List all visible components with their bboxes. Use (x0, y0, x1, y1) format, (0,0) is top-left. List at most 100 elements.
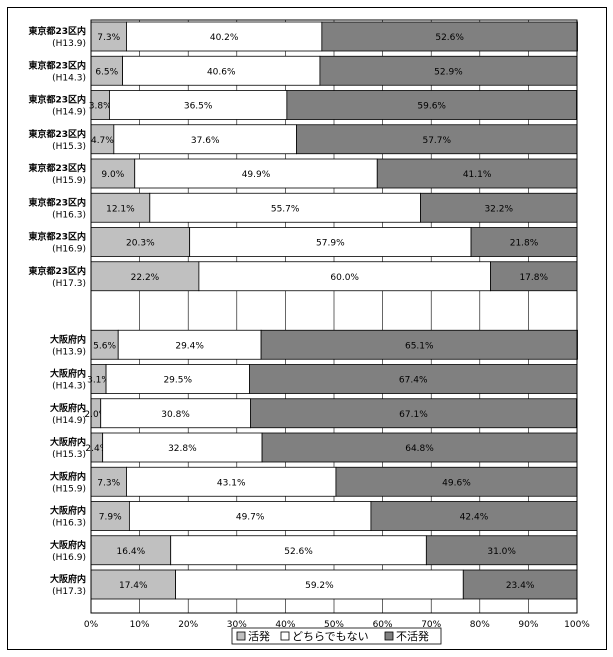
data-label: 22.2% (131, 273, 160, 283)
data-label: 52.6% (435, 33, 464, 43)
category-period-label: (H16.9) (52, 245, 86, 255)
data-label: 3.1% (87, 376, 110, 386)
data-label: 5.6% (93, 341, 116, 351)
data-label: 2.0% (84, 410, 107, 420)
data-label: 12.1% (106, 204, 135, 214)
data-label: 23.4% (506, 581, 535, 591)
bar-segment (425, 535, 578, 566)
bar-segment (170, 535, 427, 566)
legend-swatch (236, 631, 246, 641)
plot-border (90, 19, 578, 614)
data-label: 17.8% (519, 273, 548, 283)
x-tick-label: 60% (373, 620, 393, 630)
data-label: 49.9% (242, 170, 271, 180)
bar-segment (462, 569, 578, 600)
data-label: 7.3% (97, 478, 120, 488)
category-period-label: (H16.3) (52, 210, 86, 220)
x-tick-label: 80% (470, 620, 490, 630)
category-period-label: (H17.3) (52, 279, 86, 289)
legend-entry: 不活発 (396, 629, 429, 643)
bar-segment (90, 158, 136, 189)
category-period-label: (H15.3) (52, 450, 86, 460)
category-period-label: (H15.9) (52, 484, 86, 494)
data-label: 36.5% (184, 102, 213, 112)
bar-segment (490, 261, 578, 292)
bar-segment (90, 569, 176, 600)
data-label: 7.9% (99, 513, 122, 523)
data-label: 29.4% (175, 341, 204, 351)
data-label: 43.1% (217, 478, 246, 488)
bar-segment (250, 398, 577, 429)
legend-swatch (384, 631, 394, 641)
data-label: 6.5% (95, 67, 118, 77)
bar-segment (90, 261, 200, 292)
x-tick-label: 30% (227, 620, 247, 630)
category-label: 東京都23区内 (28, 25, 86, 37)
bar-segment (113, 124, 297, 155)
bar-segment (100, 398, 251, 429)
bar-segment (319, 55, 578, 86)
category-period-label: (H13.9) (52, 347, 86, 357)
data-label: 9.0% (101, 170, 124, 180)
category-label: 東京都23区内 (28, 128, 86, 140)
bar-segment (370, 501, 578, 531)
category-label: 東京都23区内 (28, 265, 86, 277)
category-label: 大阪府内 (50, 368, 86, 380)
x-tick-label: 0% (84, 620, 99, 630)
category-period-label: (H16.9) (52, 553, 86, 563)
category-period-label: (H14.3) (52, 382, 86, 392)
data-label: 65.1% (405, 341, 434, 351)
x-tick-label: 100% (564, 620, 590, 630)
data-label: 55.7% (271, 204, 300, 214)
data-label: 2.4% (85, 444, 108, 454)
data-label: 60.0% (330, 273, 359, 283)
category-period-label: (H13.9) (52, 39, 86, 49)
bar-segment (260, 329, 578, 360)
bar-segment (189, 227, 472, 257)
category-period-label: (H14.3) (52, 73, 86, 83)
data-label: 7.3% (97, 33, 120, 43)
data-label: 3.8% (89, 102, 112, 112)
x-tick-label: 50% (324, 620, 344, 630)
x-tick-label: 10% (130, 620, 150, 630)
legend-entry: どちらでもない (292, 630, 369, 643)
data-label: 31.0% (487, 547, 516, 557)
data-label: 30.8% (161, 410, 190, 420)
bar-segment (105, 364, 250, 394)
category-label: 東京都23区内 (28, 59, 86, 71)
data-label: 32.8% (168, 444, 197, 454)
bar-segment (249, 364, 578, 394)
category-label: 大阪府内 (50, 505, 86, 517)
data-label: 21.8% (510, 239, 539, 249)
data-label: 37.6% (191, 136, 220, 146)
data-label: 57.9% (316, 239, 345, 249)
data-label: 49.6% (442, 478, 471, 488)
bar-segment (134, 158, 378, 189)
bar-segment (128, 501, 372, 531)
bar-segment (198, 261, 491, 292)
category-period-label: (H17.3) (52, 587, 86, 597)
category-period-label: (H14.9) (52, 416, 86, 426)
data-label: 49.7% (236, 513, 265, 523)
category-period-label: (H16.3) (52, 519, 86, 529)
bar-segment (296, 124, 578, 155)
data-label: 52.6% (284, 547, 313, 557)
bar-segment (470, 227, 578, 257)
data-label: 42.4% (460, 513, 489, 523)
category-label: 大阪府内 (50, 470, 86, 482)
data-label: 59.2% (305, 581, 334, 591)
bar-segment (109, 90, 288, 120)
category-period-label: (H15.3) (52, 142, 86, 152)
bar-segment (175, 569, 464, 600)
data-label: 17.4% (119, 581, 148, 591)
category-label: 東京都23区内 (28, 94, 86, 106)
data-label: 57.7% (422, 136, 451, 146)
legend-entry: 活発 (248, 629, 270, 643)
bar-segment (420, 192, 578, 223)
category-label: 大阪府内 (50, 573, 86, 585)
bar-segment (321, 21, 578, 52)
data-label: 41.1% (463, 170, 492, 180)
category-label: 大阪府内 (50, 333, 86, 345)
category-period-label: (H14.9) (52, 108, 86, 118)
category-label: 東京都23区内 (28, 162, 86, 174)
